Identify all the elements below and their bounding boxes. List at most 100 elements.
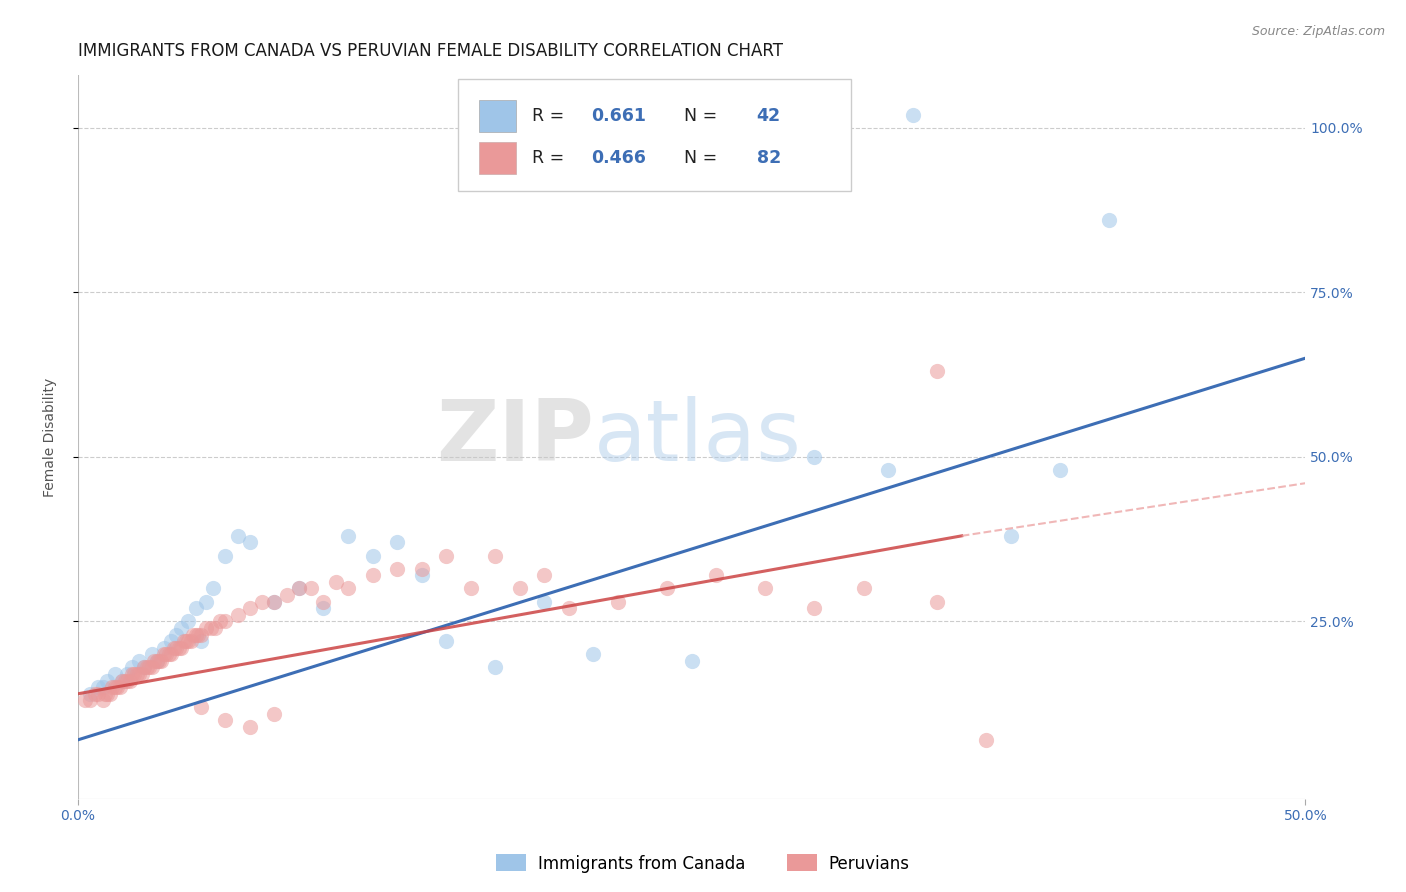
Point bbox=[200, 621, 222, 635]
Point bbox=[194, 621, 217, 635]
Point bbox=[150, 654, 173, 668]
Point bbox=[177, 634, 200, 648]
Point bbox=[134, 660, 156, 674]
Point bbox=[75, 693, 97, 707]
Point bbox=[101, 680, 124, 694]
Point bbox=[79, 687, 101, 701]
Point bbox=[927, 364, 949, 378]
Point bbox=[226, 607, 249, 622]
Point bbox=[214, 615, 236, 629]
Point bbox=[226, 529, 249, 543]
Point bbox=[411, 562, 433, 576]
Point bbox=[411, 568, 433, 582]
Legend: Immigrants from Canada, Peruvians: Immigrants from Canada, Peruvians bbox=[489, 847, 917, 880]
Point bbox=[385, 535, 408, 549]
Point bbox=[239, 720, 262, 734]
Point bbox=[607, 594, 630, 608]
Point bbox=[160, 634, 183, 648]
Point bbox=[128, 654, 150, 668]
Point bbox=[190, 634, 212, 648]
Point bbox=[105, 680, 128, 694]
Point bbox=[312, 601, 335, 615]
Text: ZIP: ZIP bbox=[436, 396, 593, 479]
Point bbox=[263, 594, 285, 608]
Point bbox=[484, 660, 506, 674]
Point bbox=[141, 648, 163, 662]
Text: R =: R = bbox=[531, 107, 569, 125]
Text: 0.661: 0.661 bbox=[591, 107, 645, 125]
Point bbox=[209, 615, 232, 629]
Point bbox=[111, 673, 134, 688]
Point bbox=[135, 660, 157, 674]
Text: 42: 42 bbox=[756, 107, 780, 125]
Point bbox=[239, 601, 262, 615]
Point bbox=[104, 680, 127, 694]
Point bbox=[250, 594, 273, 608]
Point bbox=[184, 601, 207, 615]
Point bbox=[974, 732, 997, 747]
Point bbox=[94, 687, 117, 701]
Point bbox=[115, 667, 138, 681]
Point bbox=[131, 667, 153, 681]
Point bbox=[143, 654, 166, 668]
Point bbox=[852, 582, 875, 596]
Point bbox=[214, 713, 236, 727]
Point bbox=[170, 640, 193, 655]
Point bbox=[204, 621, 226, 635]
Text: atlas: atlas bbox=[593, 396, 801, 479]
Point bbox=[145, 654, 167, 668]
Text: 0.466: 0.466 bbox=[591, 149, 645, 167]
Point bbox=[276, 588, 298, 602]
Bar bbox=[479, 142, 516, 174]
Point bbox=[187, 627, 209, 641]
Point bbox=[385, 562, 408, 576]
Point bbox=[167, 640, 190, 655]
Point bbox=[558, 601, 581, 615]
Point bbox=[160, 648, 183, 662]
Y-axis label: Female Disability: Female Disability bbox=[44, 377, 58, 497]
Point bbox=[927, 594, 949, 608]
Point bbox=[183, 627, 205, 641]
Point bbox=[170, 621, 193, 635]
Point bbox=[361, 549, 384, 563]
Point bbox=[98, 687, 121, 701]
Point bbox=[288, 582, 311, 596]
Point bbox=[104, 667, 127, 681]
Point bbox=[180, 634, 202, 648]
Point bbox=[128, 667, 150, 681]
Point bbox=[173, 634, 195, 648]
Point bbox=[111, 673, 134, 688]
Point bbox=[165, 640, 187, 655]
Point bbox=[148, 654, 170, 668]
Text: IMMIGRANTS FROM CANADA VS PERUVIAN FEMALE DISABILITY CORRELATION CHART: IMMIGRANTS FROM CANADA VS PERUVIAN FEMAL… bbox=[77, 42, 783, 60]
Point bbox=[121, 667, 143, 681]
Point bbox=[91, 680, 114, 694]
Point bbox=[288, 582, 311, 596]
FancyBboxPatch shape bbox=[458, 78, 851, 191]
Bar bbox=[479, 100, 516, 132]
Point bbox=[582, 648, 605, 662]
Point bbox=[337, 529, 360, 543]
Point bbox=[201, 582, 224, 596]
Point bbox=[312, 594, 335, 608]
Point bbox=[115, 673, 138, 688]
Point bbox=[325, 574, 347, 589]
Point bbox=[533, 594, 555, 608]
Point bbox=[239, 535, 262, 549]
Point bbox=[124, 667, 146, 681]
Point bbox=[165, 627, 187, 641]
Point bbox=[174, 634, 197, 648]
Point bbox=[299, 582, 322, 596]
Text: R =: R = bbox=[531, 149, 569, 167]
Point bbox=[177, 615, 200, 629]
Point bbox=[434, 634, 457, 648]
Point bbox=[263, 706, 285, 721]
Point bbox=[145, 654, 167, 668]
Point bbox=[655, 582, 678, 596]
Text: 82: 82 bbox=[756, 149, 780, 167]
Point bbox=[138, 660, 160, 674]
Point bbox=[754, 582, 776, 596]
Point bbox=[153, 640, 176, 655]
Point bbox=[84, 687, 107, 701]
Point bbox=[901, 108, 924, 122]
